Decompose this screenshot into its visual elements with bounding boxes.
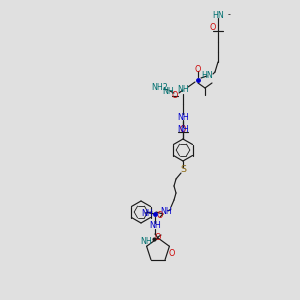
Text: O: O bbox=[210, 23, 216, 32]
Text: O: O bbox=[157, 212, 163, 220]
Text: HN: HN bbox=[201, 71, 213, 80]
Text: NH: NH bbox=[177, 125, 189, 134]
Text: NH: NH bbox=[149, 221, 161, 230]
Text: HN: HN bbox=[212, 11, 224, 20]
Text: O: O bbox=[195, 64, 201, 74]
Text: NH2: NH2 bbox=[152, 82, 168, 91]
Text: -: - bbox=[228, 11, 230, 20]
Text: NH: NH bbox=[141, 208, 153, 217]
Text: O: O bbox=[172, 92, 178, 100]
Text: NH: NH bbox=[177, 112, 189, 122]
Text: O: O bbox=[169, 250, 175, 259]
Text: O: O bbox=[180, 124, 186, 134]
Text: NH: NH bbox=[160, 206, 172, 215]
Text: S: S bbox=[180, 166, 186, 175]
Text: NH: NH bbox=[177, 85, 189, 94]
Text: NH: NH bbox=[140, 238, 152, 247]
Text: NH: NH bbox=[162, 86, 174, 95]
Text: O: O bbox=[155, 232, 161, 242]
